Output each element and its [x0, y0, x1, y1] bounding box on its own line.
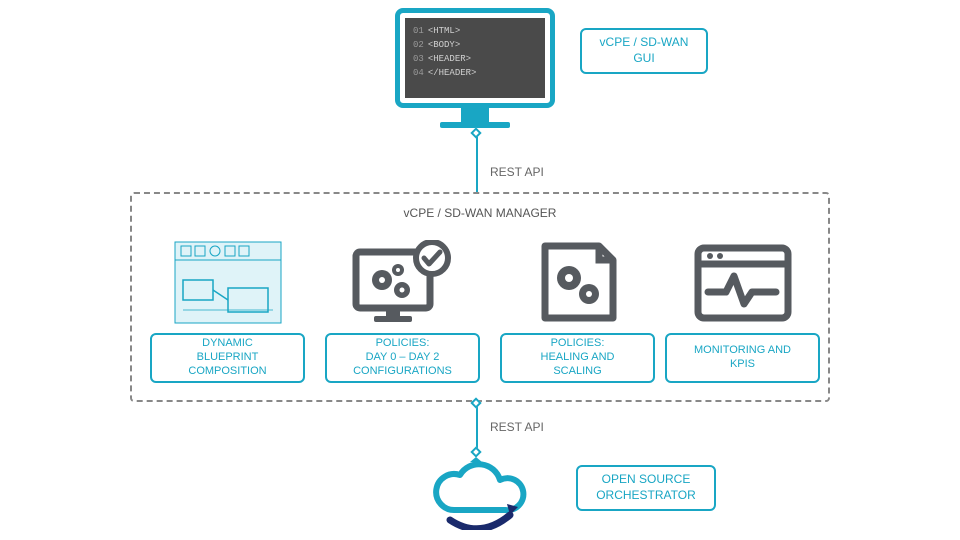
- monitor-bezel: 01<HTML>02<BODY>03<HEADER>04</HEADER>: [395, 8, 555, 108]
- rest-api-label-bottom: REST API: [490, 420, 544, 434]
- gui-label-box: vCPE / SD-WANGUI: [580, 28, 708, 74]
- module-label: POLICIES:DAY 0 – DAY 2CONFIGURATIONS: [325, 333, 480, 383]
- module-label: DYNAMICBLUEPRINTCOMPOSITION: [150, 333, 305, 383]
- orchestrator-cloud-icon: [420, 450, 540, 530]
- gears-check-icon: [348, 240, 458, 325]
- module-label: MONITORING ANDKPIS: [665, 333, 820, 383]
- monitor-screen: 01<HTML>02<BODY>03<HEADER>04</HEADER>: [405, 18, 545, 98]
- module-label: POLICIES:HEALING ANDSCALING: [500, 333, 655, 383]
- module-blueprint: DYNAMICBLUEPRINTCOMPOSITION: [150, 240, 305, 383]
- code-line: 01<HTML>: [413, 24, 537, 38]
- connector-bottom: [476, 402, 478, 452]
- module-gears-doc: POLICIES:HEALING ANDSCALING: [500, 240, 655, 383]
- pulse-window-icon: [688, 240, 798, 325]
- orchestrator-label-box: OPEN SOURCEORCHESTRATOR: [576, 465, 716, 511]
- blueprint-icon: [173, 240, 283, 325]
- module-pulse-window: MONITORING ANDKPIS: [665, 240, 820, 383]
- module-gears-check: POLICIES:DAY 0 – DAY 2CONFIGURATIONS: [325, 240, 480, 383]
- manager-title: vCPE / SD-WAN MANAGER: [132, 206, 828, 220]
- code-line: 04</HEADER>: [413, 66, 537, 80]
- connector-top: [476, 137, 478, 192]
- rest-api-label-top: REST API: [490, 165, 544, 179]
- code-line: 02<BODY>: [413, 38, 537, 52]
- gui-monitor: 01<HTML>02<BODY>03<HEADER>04</HEADER>: [395, 8, 555, 128]
- gears-doc-icon: [523, 240, 633, 325]
- code-line: 03<HEADER>: [413, 52, 537, 66]
- monitor-stand: [461, 108, 489, 122]
